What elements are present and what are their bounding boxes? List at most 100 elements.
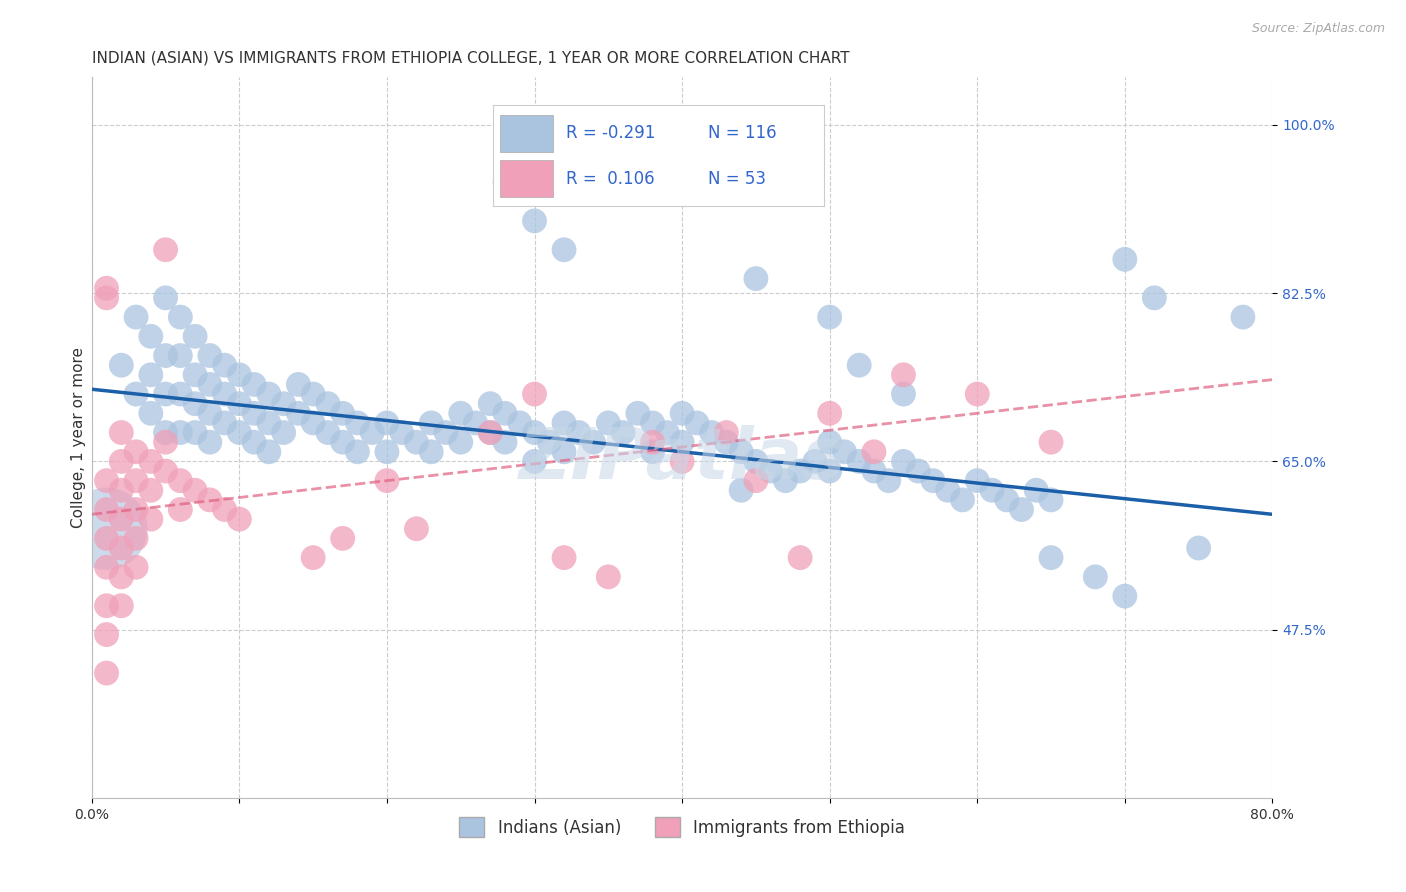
Point [184,329,207,343]
Point [627,406,650,420]
Point [110,454,132,468]
Point [184,397,207,411]
Point [139,512,162,526]
Point [96,599,118,613]
Point [316,425,339,440]
Point [523,214,546,228]
Point [716,435,738,450]
Point [169,502,191,516]
Point [952,492,974,507]
Point [627,166,650,180]
Point [1084,570,1107,584]
Point [966,387,988,401]
Point [391,425,413,440]
Point [818,435,841,450]
Point [214,358,236,372]
Point [346,416,368,430]
Point [139,483,162,498]
Point [198,435,221,450]
Point [553,444,575,458]
Point [110,570,132,584]
Point [745,271,768,285]
Point [228,397,250,411]
Point [893,454,915,468]
Point [464,416,486,430]
Point [155,243,177,257]
Point [110,599,132,613]
Point [494,435,516,450]
Point [184,425,207,440]
Point [1011,502,1033,516]
Point [96,627,118,641]
Point [1232,310,1254,324]
Point [228,512,250,526]
Point [671,435,693,450]
Point [598,416,620,430]
Point [332,406,354,420]
Point [730,483,752,498]
Point [420,416,443,430]
Point [302,550,325,565]
Point [775,474,797,488]
Point [302,387,325,401]
Point [523,425,546,440]
Point [1040,492,1063,507]
Point [553,550,575,565]
Point [169,349,191,363]
Point [863,464,886,478]
Point [981,483,1004,498]
Point [96,532,118,546]
Point [96,291,118,305]
Point [818,310,841,324]
Point [198,349,221,363]
Point [257,444,280,458]
Point [759,464,782,478]
Point [214,502,236,516]
Point [479,425,502,440]
Point [1188,541,1211,555]
Point [155,464,177,478]
Point [893,387,915,401]
Point [302,416,325,430]
Point [641,444,664,458]
Point [139,368,162,382]
Point [1114,589,1136,603]
Point [332,532,354,546]
Point [361,425,384,440]
Point [995,492,1018,507]
Point [612,425,634,440]
Point [375,444,398,458]
Point [155,387,177,401]
Point [125,444,148,458]
Point [243,377,266,392]
Point [818,464,841,478]
Point [110,512,132,526]
Y-axis label: College, 1 year or more: College, 1 year or more [72,347,86,528]
Point [434,425,457,440]
Point [125,387,148,401]
Point [479,397,502,411]
Point [538,435,561,450]
Point [893,368,915,382]
Point [553,416,575,430]
Point [257,416,280,430]
Point [922,474,945,488]
Point [568,425,591,440]
Point [730,444,752,458]
Point [523,387,546,401]
Legend: Indians (Asian), Immigrants from Ethiopia: Indians (Asian), Immigrants from Ethiopi… [453,810,911,844]
Text: INDIAN (ASIAN) VS IMMIGRANTS FROM ETHIOPIA COLLEGE, 1 YEAR OR MORE CORRELATION C: INDIAN (ASIAN) VS IMMIGRANTS FROM ETHIOP… [91,51,849,66]
Point [273,425,295,440]
Point [125,310,148,324]
Point [907,464,929,478]
Point [509,416,531,430]
Point [139,454,162,468]
Point [745,474,768,488]
Point [110,541,132,555]
Point [789,464,811,478]
Point [139,329,162,343]
Point [700,425,723,440]
Point [1143,291,1166,305]
Point [641,136,664,151]
Point [287,377,309,392]
